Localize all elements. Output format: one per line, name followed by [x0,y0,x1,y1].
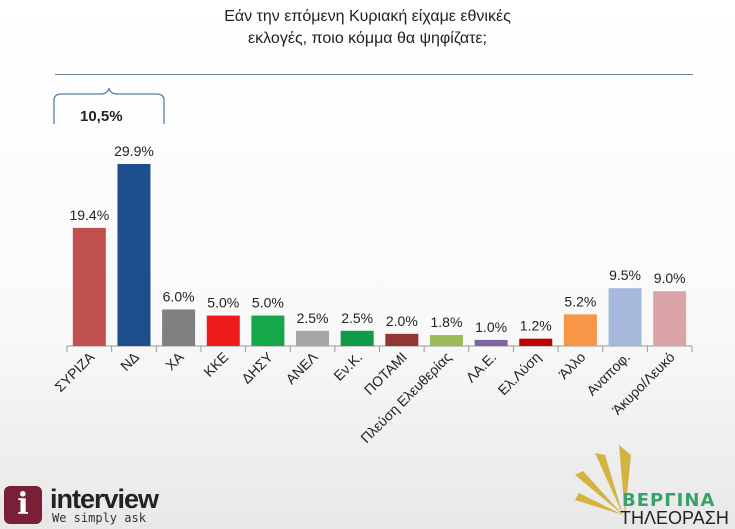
category-label-3: ΚΚΕ [200,349,231,380]
bar-6 [340,330,374,346]
data-label-3: 5.0% [207,295,239,311]
title-line-2: εκλογές, ποιο κόμμα θα ψηφίζατε; [248,30,487,47]
chart-title: Εάν την επόμενη Κυριακή είχαμε εθνικές εκ… [0,6,735,50]
bar-3 [206,315,240,346]
bar-9 [474,339,508,346]
data-label-9: 1.0% [475,319,507,335]
category-label-4: ΔΗΣΥ [238,348,276,386]
data-label-10: 1.2% [520,318,552,334]
data-label-13: 9.0% [654,270,686,286]
data-label-7: 2.0% [386,313,418,329]
data-label-12: 9.5% [609,267,641,283]
bar-7 [385,333,419,346]
category-label-10: Ελ.Λύση [495,349,544,398]
bar-8 [429,335,463,346]
logo-tagline: We simply ask [52,511,146,525]
category-label-9: ΛΑ.Ε. [463,349,500,386]
data-label-1: 29.9% [114,143,154,159]
difference-label: 10,5% [80,108,123,125]
category-label-2: ΧΑ [162,348,187,373]
bar-13 [653,291,687,346]
data-label-0: 19.4% [69,207,109,223]
bar-10 [519,338,553,346]
category-label-0: ΣΥΡΙΖΑ [51,348,98,395]
vergina-sun-icon [575,445,631,515]
bar-4 [251,315,285,346]
broadcaster-sub: ΤΗΛΕΟΡΑΣΗ [620,508,729,528]
title-line-1: Εάν την επόμενη Κυριακή είχαμε εθνικές [224,8,511,25]
data-label-6: 2.5% [341,310,373,326]
bar-0 [72,227,106,346]
category-label-11: Άλλο [555,349,588,382]
data-label-5: 2.5% [297,310,329,326]
bar-1 [117,164,151,346]
category-label-5: ΑΝΕΛ [282,348,321,387]
difference-brace [53,87,165,124]
bar-12 [608,288,642,346]
bar-2 [162,309,196,346]
interview-logo-icon: i [4,486,42,524]
data-label-11: 5.2% [564,293,596,309]
broadcaster-name: ΒΕΡΓΙΝΑ [622,490,716,511]
data-label-8: 1.8% [431,314,463,330]
bar-11 [563,314,597,346]
title-divider [55,74,693,75]
data-label-2: 6.0% [163,288,195,304]
logo-name: interview [50,484,159,514]
category-label-6: Εν.Κ. [330,349,365,384]
category-label-1: ΝΔ [117,349,142,374]
data-label-4: 5.0% [252,295,284,311]
bar-5 [296,330,330,346]
